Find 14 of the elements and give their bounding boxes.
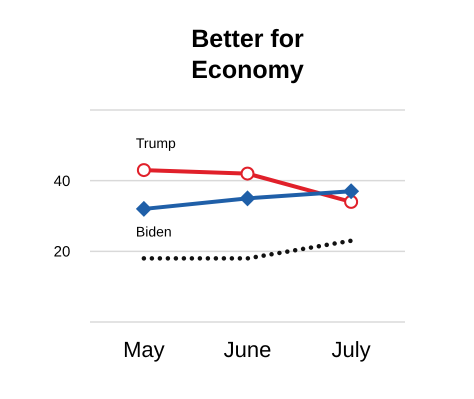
chart-title: Better for Economy [191, 25, 304, 84]
series-label: Biden [136, 223, 172, 240]
x-tick-label: May [123, 337, 165, 362]
y-tick-label: 20 [54, 244, 70, 261]
point [240, 166, 254, 181]
point [136, 163, 151, 178]
point [344, 194, 358, 209]
point [240, 190, 256, 206]
series-label: Trump [136, 135, 176, 152]
x-tick-label: June [224, 337, 272, 362]
point [136, 200, 152, 217]
point [343, 183, 360, 200]
x-tick-label: July [332, 337, 371, 362]
y-tick-label: 40 [54, 172, 70, 190]
